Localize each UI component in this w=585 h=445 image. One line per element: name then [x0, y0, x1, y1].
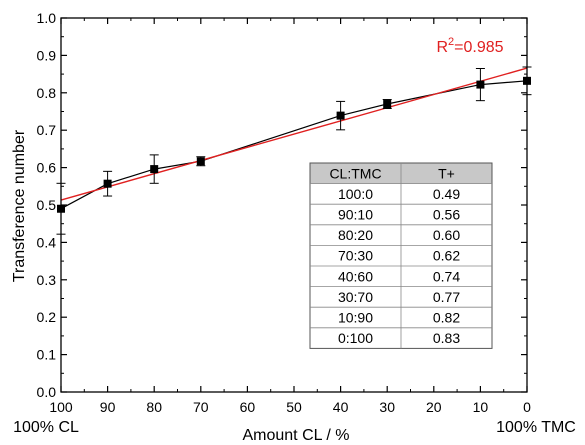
y-tick-label: 0.5	[37, 197, 57, 213]
x-tick-label: 30	[379, 399, 395, 415]
linear-fit-line	[60, 67, 528, 201]
table-cell: 0.74	[433, 268, 460, 284]
table-cell: 70:30	[338, 248, 373, 264]
measured-series-line	[60, 80, 528, 210]
y-tick-label: 0.3	[37, 272, 57, 288]
y-tick-label: 0.8	[37, 85, 57, 101]
table-cell: 0.60	[433, 227, 460, 243]
x-tick-label: 0	[523, 399, 531, 415]
x-tick-label: 20	[426, 399, 442, 415]
table-cell: 40:60	[338, 268, 373, 284]
y-tick-label: 0.1	[37, 347, 57, 363]
data-table: CL:TMC T+ 100:0 0.49 90:10 0.56 80:20 0.60 70:30…	[309, 162, 493, 349]
data-point	[103, 179, 112, 188]
table-cell: 0.62	[433, 248, 460, 264]
y-tick-label: 1.0	[37, 10, 57, 26]
table-cell: 90:10	[338, 207, 373, 223]
table-header-cell: T+	[438, 165, 455, 181]
y-axis-label: Transference number	[11, 129, 28, 282]
table-cell: 80:20	[338, 227, 373, 243]
data-point	[336, 111, 345, 120]
x-tick-label: 10	[473, 399, 489, 415]
table-cell: 0.56	[433, 207, 460, 223]
x-tick-label: 50	[286, 399, 302, 415]
y-tick-label: 0.0	[37, 384, 57, 400]
table-cell: 10:90	[338, 310, 373, 326]
x-end-label-right: 100% TMC	[496, 419, 576, 436]
table-cell: 0.82	[433, 310, 460, 326]
data-point	[196, 157, 205, 166]
y-tick-label: 0.7	[37, 122, 57, 138]
table-header-cell: CL:TMC	[329, 165, 381, 181]
x-end-label-left: 100% CL	[13, 419, 79, 436]
r-squared-annotation: R2=0.985	[436, 36, 503, 56]
table-cell: 30:70	[338, 289, 373, 305]
y-tick-label: 0.9	[37, 47, 57, 63]
table-cell: 0.77	[433, 289, 460, 305]
table-cell: 0:100	[338, 330, 373, 346]
x-tick-label: 90	[100, 399, 116, 415]
y-tick-label: 0.2	[37, 309, 57, 325]
x-tick-label: 80	[146, 399, 162, 415]
x-tick-label: 60	[240, 399, 256, 415]
x-tick-label: 40	[333, 399, 349, 415]
x-axis-label: Amount CL / %	[242, 427, 349, 444]
table-cell: 0.83	[433, 330, 460, 346]
y-tick-label: 0.4	[37, 234, 57, 250]
y-tick-label: 0.6	[37, 160, 57, 176]
data-point	[476, 80, 485, 89]
data-point	[383, 100, 392, 109]
table-cell: 100:0	[338, 186, 373, 202]
data-point	[150, 165, 159, 174]
axes: 100 90 80 70 60 50 40 30 20 10 00.00.10.20.30.40.5…	[37, 10, 532, 415]
table-cell: 0.49	[433, 186, 460, 202]
x-tick-label: 70	[193, 399, 209, 415]
x-tick-label: 100	[49, 399, 73, 415]
